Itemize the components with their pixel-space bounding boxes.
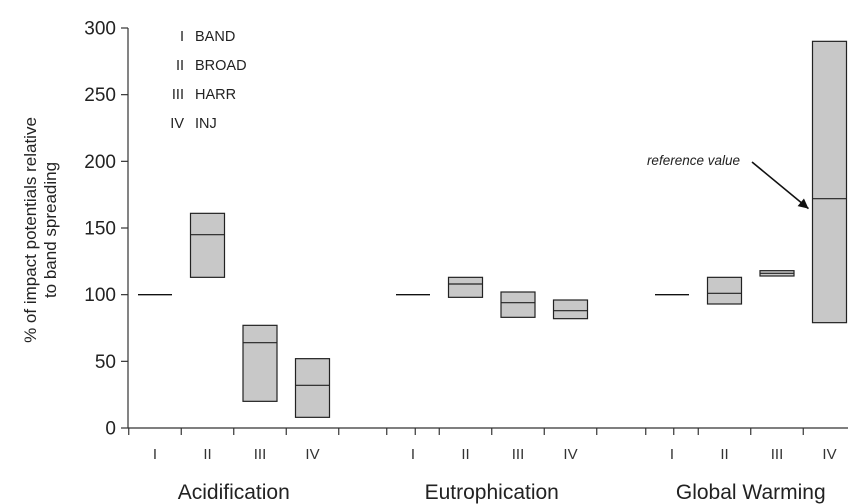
range-bar: [294, 358, 331, 418]
legend: I BAND II BROAD III HARR IV INJ: [170, 29, 246, 132]
axes: 0 50 100 150 200 250 300: [84, 19, 848, 440]
legend-code: IV: [170, 116, 184, 132]
y-axis-label-line-2: to band spreading: [41, 162, 60, 298]
x-tick-label: IV: [305, 446, 319, 463]
legend-code: I: [180, 29, 184, 45]
y-axis-label-line-1: % of impact potentials relative: [21, 117, 40, 343]
y-tick-label: 250: [84, 85, 116, 106]
range-bar: [706, 276, 743, 305]
legend-label: INJ: [195, 116, 217, 132]
group-label: Acidification: [178, 481, 290, 504]
bars: [138, 40, 848, 418]
annotation-text: reference value: [647, 153, 740, 168]
x-tick-label: III: [512, 446, 525, 463]
x-tick-label: II: [720, 446, 728, 463]
group-label: Global Warming: [676, 481, 826, 504]
y-tick-label: 150: [84, 219, 116, 240]
x-tick-label: I: [411, 446, 415, 463]
range-bar: [242, 324, 278, 402]
y-tick-label: 50: [95, 352, 116, 373]
legend-code: II: [176, 58, 184, 74]
annotation: reference value: [647, 153, 810, 210]
legend-code: III: [172, 87, 184, 103]
range-bar: [811, 40, 848, 324]
x-tick-label: II: [461, 446, 469, 463]
y-tick-label: 200: [84, 152, 116, 173]
x-tick-label: IV: [822, 446, 836, 463]
x-tick-label: IV: [563, 446, 577, 463]
y-axis-label: % of impact potentials relative to band …: [21, 117, 60, 343]
group-label: Eutrophication: [425, 481, 559, 504]
range-bar: [552, 299, 589, 320]
legend-label: BROAD: [195, 58, 247, 74]
annotation-arrowhead: [797, 198, 809, 209]
x-tick-label: II: [203, 446, 211, 463]
y-tick-label: 300: [84, 19, 116, 40]
x-tick-label: III: [254, 446, 267, 463]
range-bar: [447, 276, 484, 298]
x-tick-label: I: [153, 446, 157, 463]
y-tick-label: 100: [84, 285, 116, 306]
y-tick-label: 0: [105, 419, 116, 440]
range-bar: [189, 212, 226, 278]
legend-label: HARR: [195, 87, 236, 103]
legend-label: BAND: [195, 29, 235, 45]
x-tick-label: I: [670, 446, 674, 463]
x-tick-label: III: [771, 446, 784, 463]
range-bar: [500, 291, 536, 318]
annotation-arrow: [751, 161, 810, 210]
